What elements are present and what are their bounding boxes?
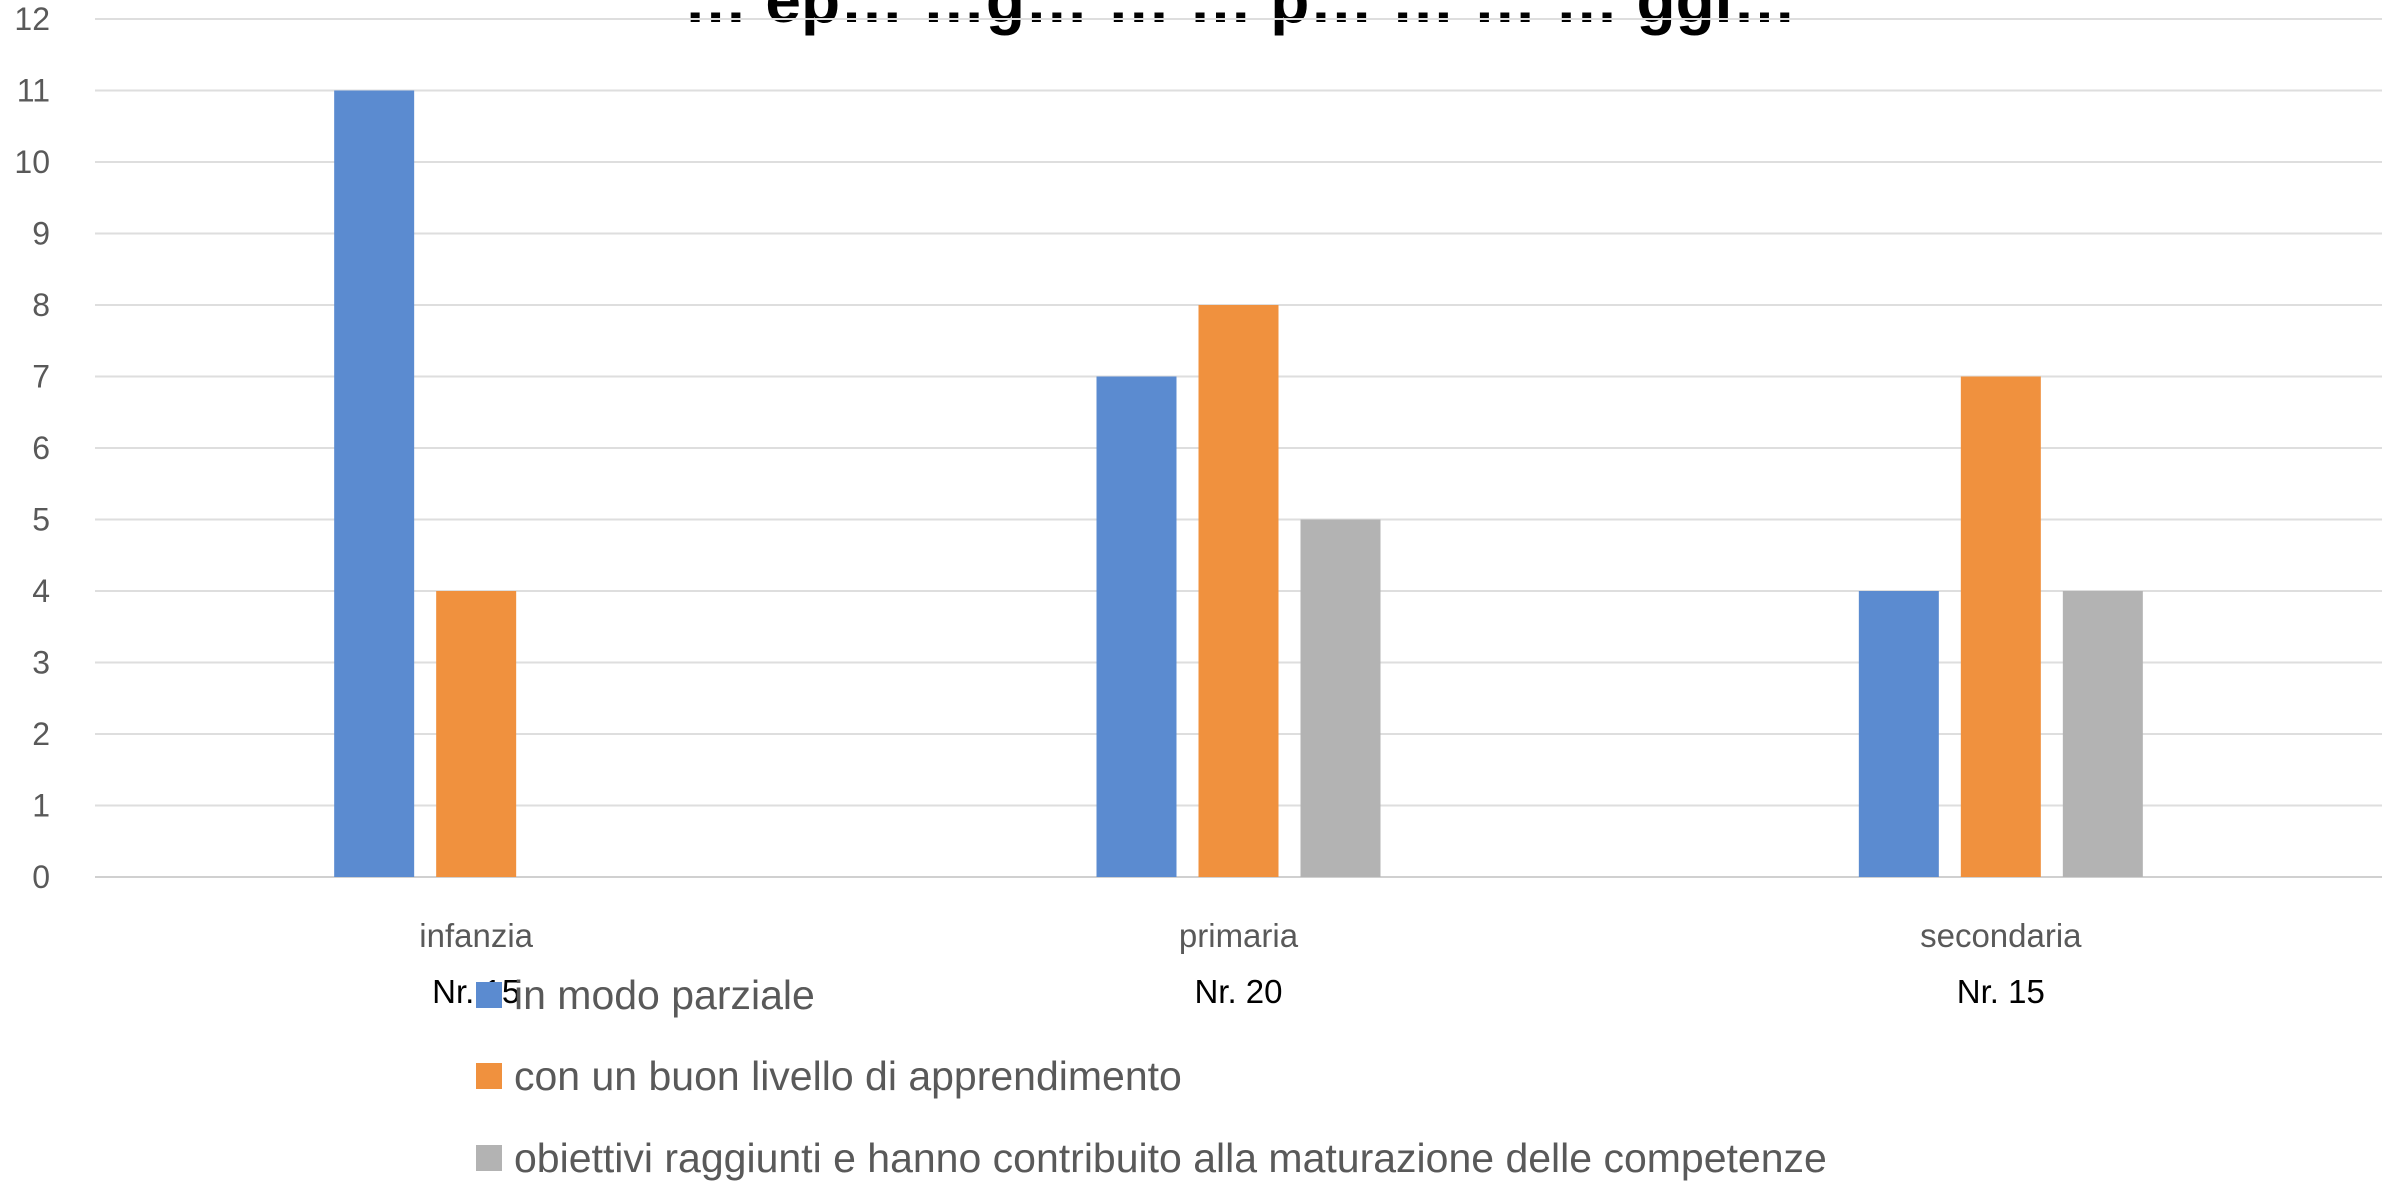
y-tick-label-11: 11 <box>17 73 50 109</box>
legend-label-series-1: in modo parziale <box>514 971 815 1018</box>
y-tick-label-4: 4 <box>32 573 50 609</box>
legend-swatch-series-1 <box>476 982 502 1008</box>
category-count-secondaria: Nr. 15 <box>1957 973 2045 1010</box>
y-tick-label-3: 3 <box>32 645 50 681</box>
bars <box>334 90 2143 877</box>
y-tick-label-6: 6 <box>32 430 50 466</box>
bar-infanzia-series-1 <box>334 90 415 877</box>
legend-swatch-series-2 <box>476 1063 502 1089</box>
legend-item-series-1: in modo parziale <box>476 970 815 1020</box>
x-tick-label-secondaria: secondaria <box>1920 917 2082 954</box>
legend-item-series-2: con un buon livello di apprendimento <box>476 1051 1182 1101</box>
y-tick-label-1: 1 <box>32 788 50 824</box>
bar-secondaria-series-3 <box>2062 591 2143 877</box>
y-tick-label-8: 8 <box>32 287 50 323</box>
bar-infanzia-series-2 <box>436 591 517 877</box>
legend-item-series-3: obiettivi raggiunti e hanno contribuito … <box>476 1133 1827 1183</box>
y-tick-label-10: 10 <box>14 144 50 180</box>
bar-secondaria-series-1 <box>1858 591 1939 877</box>
y-tick-label-12: 12 <box>14 1 50 37</box>
bar-primaria-series-2 <box>1198 305 1279 877</box>
y-tick-label-9: 9 <box>32 216 50 252</box>
bar-primaria-series-1 <box>1096 376 1177 877</box>
y-tick-label-2: 2 <box>32 716 50 752</box>
x-tick-label-infanzia: infanzia <box>419 917 533 954</box>
bar-secondaria-series-2 <box>1960 376 2041 877</box>
legend-swatch-series-3 <box>476 1145 502 1171</box>
y-tick-label-5: 5 <box>32 502 50 538</box>
bar-primaria-series-3 <box>1300 519 1381 877</box>
legend-label-series-2: con un buon livello di apprendimento <box>514 1052 1182 1099</box>
y-tick-label-0: 0 <box>32 859 50 895</box>
x-tick-label-primaria: primaria <box>1179 917 1299 954</box>
y-tick-label-7: 7 <box>32 359 50 395</box>
category-count-primaria: Nr. 20 <box>1194 973 1282 1010</box>
legend-label-series-3: obiettivi raggiunti e hanno contribuito … <box>514 1134 1827 1181</box>
